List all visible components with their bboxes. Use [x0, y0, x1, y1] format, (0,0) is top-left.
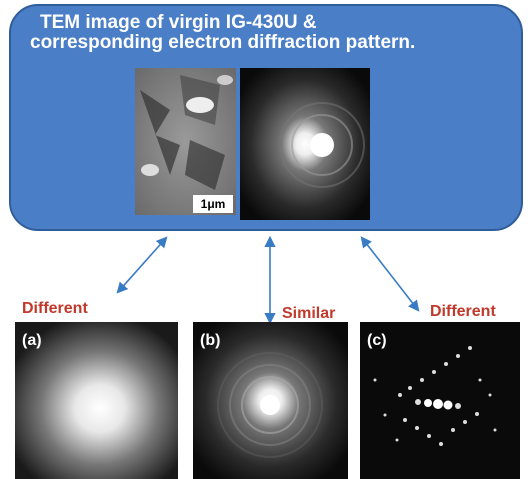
title-line: TEM image of virgin IG-430U & — [40, 12, 317, 33]
figure: TEM image of virgin IG-430U & correspond… — [0, 0, 528, 479]
panel-label: (c) — [367, 332, 387, 349]
panel-a: (a) — [15, 322, 178, 479]
diffraction-image — [240, 68, 370, 220]
panel-label: (b) — [200, 332, 220, 349]
title-line: corresponding electron diffraction patte… — [30, 32, 415, 53]
panel-b: (b) — [193, 322, 348, 479]
comparison-label: Similar — [282, 305, 335, 322]
comparison-label: Different — [22, 300, 88, 317]
arrows — [118, 238, 418, 322]
panel-label: (a) — [22, 332, 42, 349]
panel-c: (c) — [360, 322, 520, 479]
scale-bar: 1μm — [201, 197, 226, 211]
tem-image: 1μm — [135, 68, 236, 215]
comparison-label: Different — [430, 303, 496, 320]
